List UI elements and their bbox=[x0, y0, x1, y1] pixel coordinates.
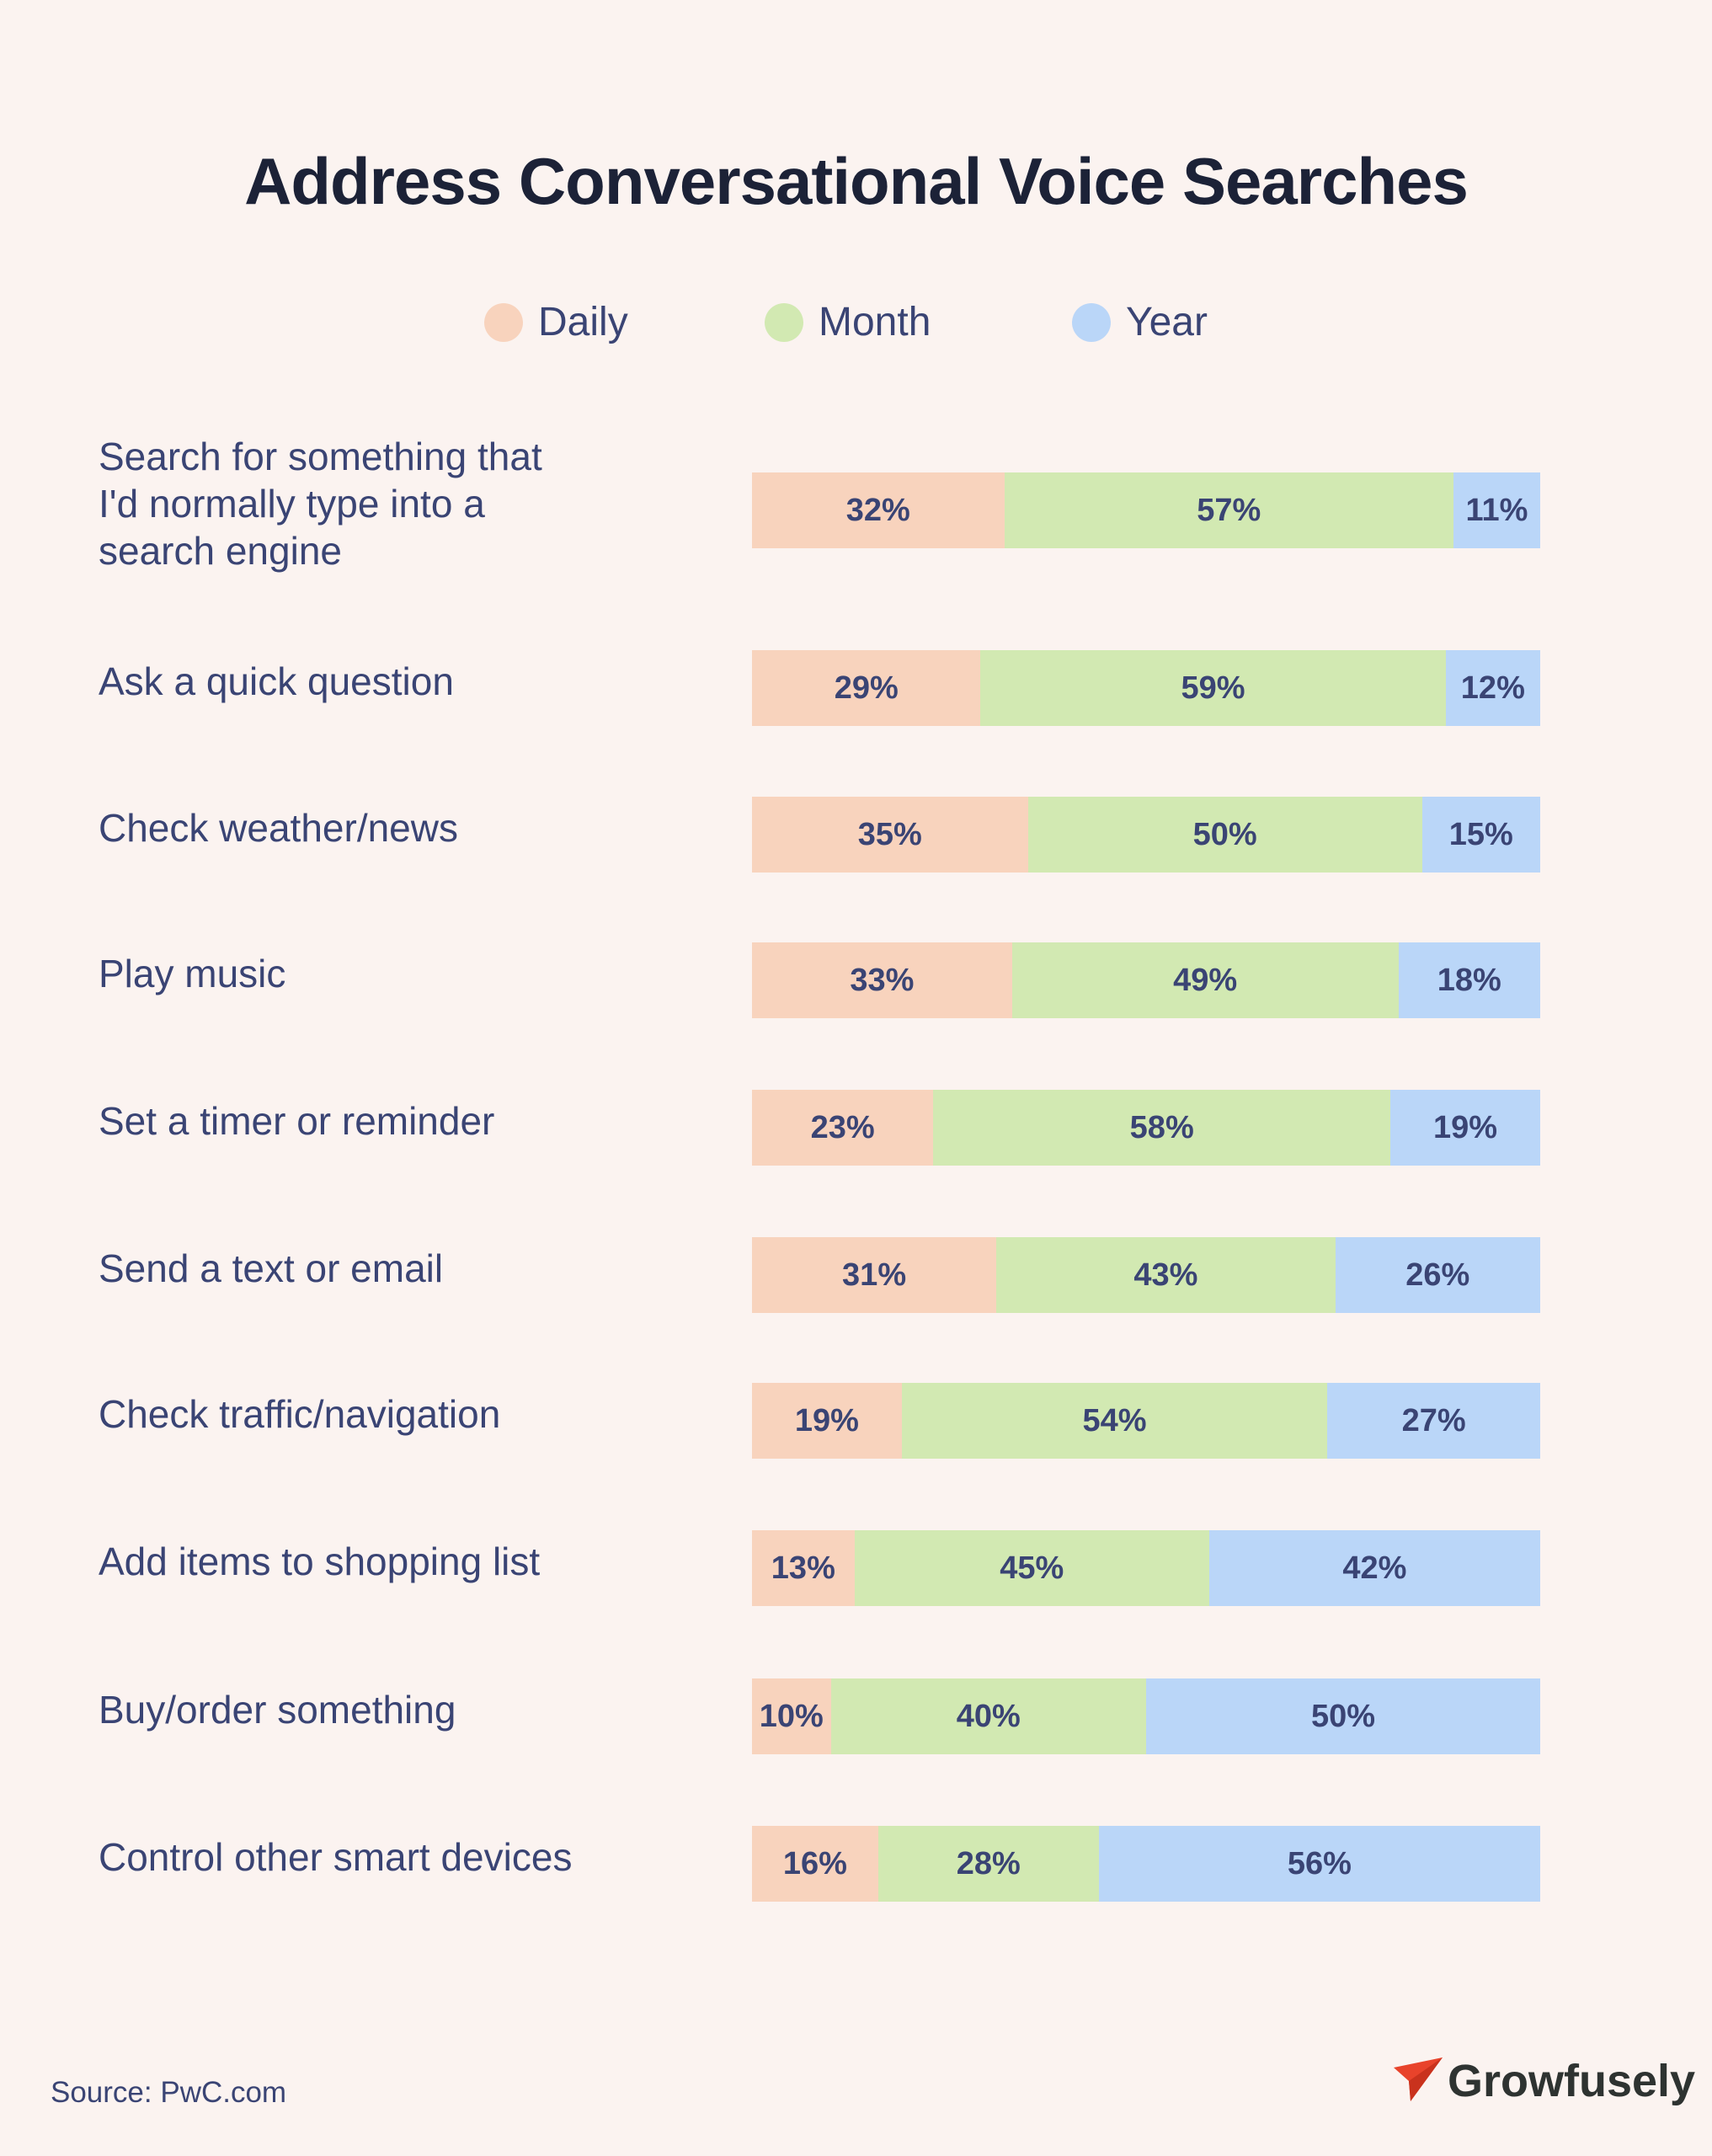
data-label: 29% bbox=[834, 670, 899, 706]
bar-segment-year: 19% bbox=[1390, 1090, 1540, 1166]
bar-segment-year: 50% bbox=[1146, 1678, 1540, 1754]
category-label: Add items to shopping list bbox=[99, 1538, 540, 1585]
category-label-line: Ask a quick question bbox=[99, 659, 454, 703]
data-label: 19% bbox=[1433, 1109, 1498, 1145]
data-label: 58% bbox=[1129, 1109, 1194, 1145]
legend-label-daily: Daily bbox=[538, 300, 628, 344]
legend-dot-month bbox=[765, 302, 803, 342]
source-note: Source: PwC.com bbox=[51, 2076, 287, 2109]
data-label: 40% bbox=[956, 1698, 1021, 1734]
data-label: 28% bbox=[956, 1845, 1021, 1881]
legend-label-year: Year bbox=[1126, 300, 1208, 344]
bar-segment-month: 50% bbox=[1027, 797, 1422, 873]
bar-segment-daily: 32% bbox=[752, 472, 1005, 548]
category-label-line: Play music bbox=[99, 952, 286, 995]
category-label-line: search engine bbox=[99, 529, 342, 573]
category-label-line: I'd normally type into a bbox=[99, 482, 485, 526]
data-label: 35% bbox=[857, 816, 922, 852]
category-label-line: Set a timer or reminder bbox=[99, 1099, 495, 1143]
category-label: Set a timer or reminder bbox=[99, 1097, 494, 1145]
bar-segment-year: 15% bbox=[1421, 797, 1540, 873]
category-label-line: Check traffic/navigation bbox=[99, 1392, 501, 1436]
bar-segment-month: 54% bbox=[901, 1383, 1328, 1459]
data-label: 50% bbox=[1192, 816, 1257, 852]
paper-plane-icon bbox=[1394, 2057, 1443, 2101]
bar-segment-daily: 10% bbox=[752, 1678, 831, 1754]
bar-segment-month: 43% bbox=[996, 1237, 1336, 1313]
category-label: Ask a quick question bbox=[99, 658, 454, 705]
data-label: 59% bbox=[1181, 670, 1245, 706]
bar-segment-year: 26% bbox=[1335, 1237, 1540, 1313]
legend-item-daily: Daily bbox=[484, 299, 628, 345]
data-label: 18% bbox=[1437, 962, 1501, 998]
chart-title: Address Conversational Voice Searches bbox=[244, 144, 1469, 218]
category-label: Check weather/news bbox=[99, 804, 458, 851]
data-label: 23% bbox=[810, 1109, 875, 1145]
data-label: 42% bbox=[1342, 1550, 1407, 1586]
legend: Daily Month Year bbox=[0, 299, 1712, 350]
category-label: Check traffic/navigation bbox=[99, 1390, 500, 1438]
category-label: Send a text or email bbox=[99, 1245, 443, 1292]
bar-segment-month: 49% bbox=[1011, 942, 1399, 1018]
legend-dot-year bbox=[1072, 302, 1111, 342]
data-label: 56% bbox=[1287, 1845, 1352, 1881]
bar-segment-year: 12% bbox=[1445, 650, 1540, 726]
brand-name: Growfusely bbox=[1448, 2056, 1696, 2106]
bar-segment-year: 18% bbox=[1398, 942, 1540, 1018]
data-label: 10% bbox=[759, 1698, 824, 1734]
legend-dot-daily bbox=[484, 302, 523, 342]
bar-segment-year: 56% bbox=[1098, 1826, 1540, 1902]
data-label: 54% bbox=[1082, 1402, 1147, 1438]
bar-segment-daily: 35% bbox=[752, 797, 1028, 873]
bar-segment-daily: 33% bbox=[752, 942, 1012, 1018]
data-label: 32% bbox=[845, 492, 910, 528]
data-label: 19% bbox=[794, 1402, 859, 1438]
data-label: 16% bbox=[782, 1845, 847, 1881]
data-label: 27% bbox=[1401, 1402, 1466, 1438]
category-label: Search for something that I'd normally ty… bbox=[99, 433, 542, 574]
bar-segment-year: 11% bbox=[1453, 472, 1540, 548]
category-label: Buy/order something bbox=[99, 1686, 456, 1733]
category-label-line: Check weather/news bbox=[99, 806, 458, 850]
brand-logo: Growfusely bbox=[1394, 2055, 1695, 2107]
bar-segment-year: 27% bbox=[1327, 1383, 1540, 1459]
category-label-line: Control other smart devices bbox=[99, 1835, 573, 1879]
bar-segment-daily: 19% bbox=[752, 1383, 902, 1459]
bar-segment-year: 42% bbox=[1208, 1530, 1540, 1606]
bar-segment-month: 28% bbox=[877, 1826, 1099, 1902]
bar-segment-month: 40% bbox=[830, 1678, 1146, 1754]
bar-segment-month: 58% bbox=[933, 1090, 1391, 1166]
data-label: 43% bbox=[1133, 1257, 1198, 1293]
data-label: 57% bbox=[1197, 492, 1261, 528]
category-label-line: Send a text or email bbox=[99, 1246, 444, 1290]
bar-segment-daily: 13% bbox=[752, 1530, 855, 1606]
category-label-line: Search for something that bbox=[99, 435, 542, 478]
legend-label-month: Month bbox=[819, 300, 931, 344]
legend-item-year: Year bbox=[1072, 299, 1208, 345]
data-label: 15% bbox=[1448, 816, 1513, 852]
bar-segment-month: 45% bbox=[854, 1530, 1209, 1606]
bar-segment-daily: 23% bbox=[752, 1090, 934, 1166]
bar-segment-daily: 31% bbox=[752, 1237, 997, 1313]
data-label: 12% bbox=[1460, 670, 1525, 706]
bar-segment-month: 57% bbox=[1004, 472, 1454, 548]
data-label: 31% bbox=[842, 1257, 907, 1293]
legend-item-month: Month bbox=[765, 299, 931, 345]
category-label: Control other smart devices bbox=[99, 1833, 572, 1881]
category-label: Play music bbox=[99, 950, 285, 997]
data-label: 49% bbox=[1173, 962, 1238, 998]
bar-segment-daily: 16% bbox=[752, 1826, 878, 1902]
category-label-line: Add items to shopping list bbox=[99, 1540, 541, 1583]
data-label: 33% bbox=[850, 962, 915, 998]
data-label: 45% bbox=[1000, 1550, 1064, 1586]
data-label: 50% bbox=[1310, 1698, 1376, 1734]
category-label-line: Buy/order something bbox=[99, 1688, 456, 1732]
data-label: 26% bbox=[1405, 1257, 1470, 1293]
data-label: 11% bbox=[1465, 492, 1528, 528]
bar-segment-month: 59% bbox=[980, 650, 1446, 726]
data-label: 13% bbox=[771, 1550, 835, 1586]
bar-segment-daily: 29% bbox=[752, 650, 981, 726]
